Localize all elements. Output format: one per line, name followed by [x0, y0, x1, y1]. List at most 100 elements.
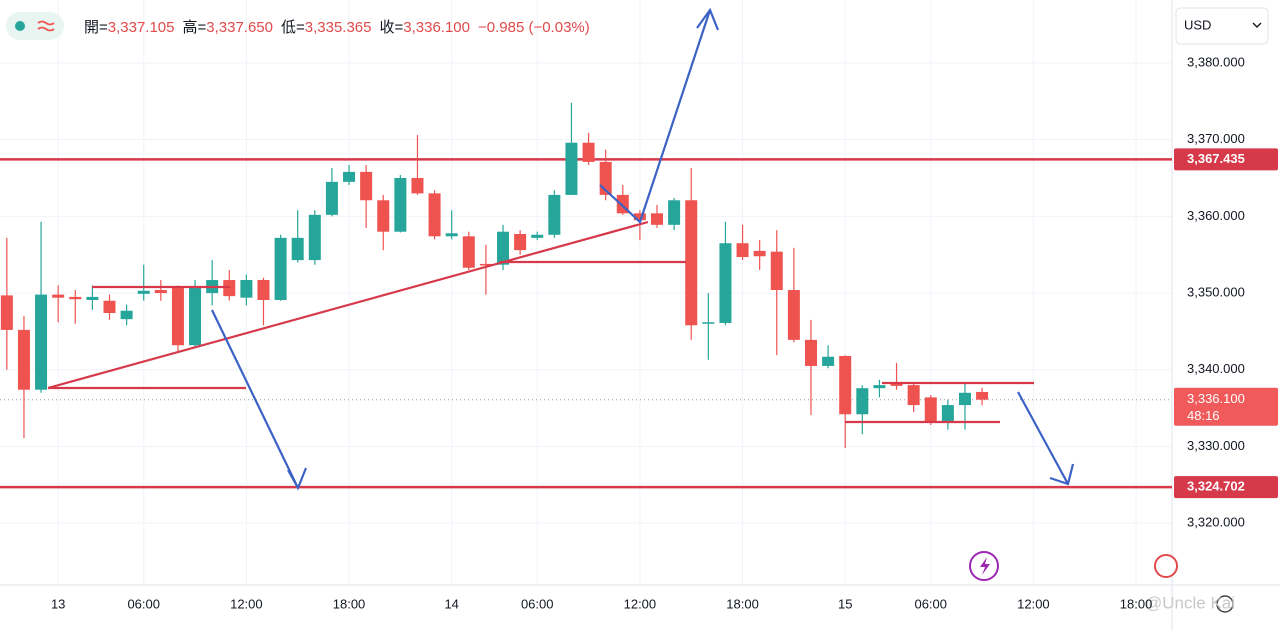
- candle-body: [257, 280, 270, 300]
- legend-value: 3,337.650: [206, 19, 273, 36]
- x-tick-label: 06:00: [521, 596, 554, 611]
- x-tick-label: 06:00: [914, 596, 947, 611]
- arrow: [599, 9, 712, 224]
- candle-body: [428, 193, 441, 237]
- x-tick-label: 12:00: [230, 596, 263, 611]
- candle-body: [924, 397, 937, 423]
- candle-body: [291, 237, 304, 261]
- y-tick-label: 3,330.000: [1187, 438, 1245, 453]
- legend-value: 3,336.100: [403, 19, 470, 36]
- dropdown-caret: [1252, 22, 1262, 28]
- x-tick-label: 15: [838, 596, 852, 611]
- y-tick-label: 3,350.000: [1187, 285, 1245, 300]
- candle-body: [17, 329, 30, 390]
- countdown: 48:16: [1187, 408, 1220, 423]
- candle-body: [907, 385, 920, 406]
- arrow-head: [696, 7, 720, 31]
- candle-body: [651, 213, 664, 225]
- candle-body: [343, 171, 356, 182]
- status-dot: [15, 21, 25, 31]
- y-tick-label: 3,380.000: [1187, 54, 1245, 69]
- event-icon: [980, 557, 990, 575]
- header-icons: [6, 12, 64, 40]
- candle-body: [514, 234, 527, 251]
- candle-body: [377, 200, 390, 232]
- price-label: 3,336.100: [1187, 391, 1245, 406]
- x-tick-label: 14: [444, 596, 458, 611]
- icon: [37, 20, 55, 32]
- status-pill: [6, 12, 64, 40]
- legend-label: 低=: [281, 19, 305, 36]
- flag-icon[interactable]: [1154, 554, 1178, 578]
- candle-body: [941, 405, 954, 423]
- x-tick-label: 13: [51, 596, 65, 611]
- candle-body: [719, 243, 732, 323]
- candle-body: [308, 214, 321, 261]
- candle-body: [736, 243, 749, 258]
- candle-body: [120, 310, 133, 320]
- candle-body: [394, 178, 407, 232]
- candle-body: [976, 391, 989, 400]
- candle-body: [86, 296, 99, 300]
- candle-body: [462, 236, 475, 268]
- legend-label: 收=: [379, 19, 404, 36]
- candle-body: [565, 142, 578, 195]
- currency-select[interactable]: [1175, 7, 1269, 45]
- legend-value: −0.985 (−0.03%): [478, 19, 590, 36]
- candle-body: [35, 294, 48, 390]
- price-label: 3,324.702: [1187, 479, 1245, 494]
- x-tick-label: 12:00: [624, 596, 657, 611]
- candle-body: [668, 200, 681, 225]
- candle-body: [787, 290, 800, 340]
- candle-body: [839, 355, 852, 415]
- drawings: [47, 7, 1075, 491]
- candle-body: [685, 200, 698, 326]
- y-tick-label: 3,320.000: [1187, 515, 1245, 530]
- price-label-bg: [1174, 387, 1278, 426]
- candle-body: [103, 300, 116, 314]
- y-tick-label: 3,360.000: [1187, 208, 1245, 223]
- arrow: [1017, 391, 1069, 485]
- candle-body: [873, 385, 886, 389]
- candle-body: [325, 181, 338, 215]
- watermark: @Uncle Kai: [1145, 593, 1235, 612]
- price-label-bg: [1174, 476, 1278, 499]
- candle-body: [856, 388, 869, 415]
- y-tick-label: 3,340.000: [1187, 361, 1245, 376]
- ohlc-legend: 開=3,337.105 高=3,337.650 低=3,335.365 收=3,336…: [84, 16, 598, 37]
- candle-body: [360, 171, 373, 201]
- trend-line: [47, 220, 649, 390]
- x-tick-label: 18:00: [726, 596, 759, 611]
- x-tick-label: 18:00: [1120, 596, 1153, 611]
- price-label-bg: [1174, 148, 1278, 171]
- legend-label: 開=: [84, 19, 108, 36]
- candle-body: [137, 290, 150, 294]
- candle-body: [770, 251, 783, 291]
- arrow-head: [287, 467, 308, 491]
- x-tick-label: 06:00: [127, 596, 160, 611]
- plot: [0, 102, 1172, 489]
- candle-body: [753, 250, 766, 257]
- candle-body: [240, 280, 253, 298]
- candle-body: [445, 233, 458, 237]
- candle-body: [69, 296, 82, 300]
- x-tick-label: 18:00: [333, 596, 366, 611]
- currency[interactable]: USD: [1184, 17, 1211, 32]
- legend-value: 3,337.105: [107, 19, 175, 36]
- candle-body: [52, 294, 65, 298]
- candle-body: [531, 234, 544, 238]
- legend-label: 高=: [182, 19, 207, 36]
- candle-body: [804, 339, 817, 366]
- candle-body: [154, 290, 167, 294]
- candle-body: [822, 356, 835, 366]
- candle-body: [702, 322, 715, 324]
- arrow-head: [1049, 463, 1075, 486]
- settings-icon[interactable]: [1216, 595, 1234, 613]
- candle-body: [171, 287, 184, 346]
- candle-body: [479, 263, 492, 266]
- arrow: [211, 309, 299, 489]
- candle-body: [189, 286, 202, 346]
- candle-body: [411, 178, 424, 194]
- candle-body: [497, 231, 510, 265]
